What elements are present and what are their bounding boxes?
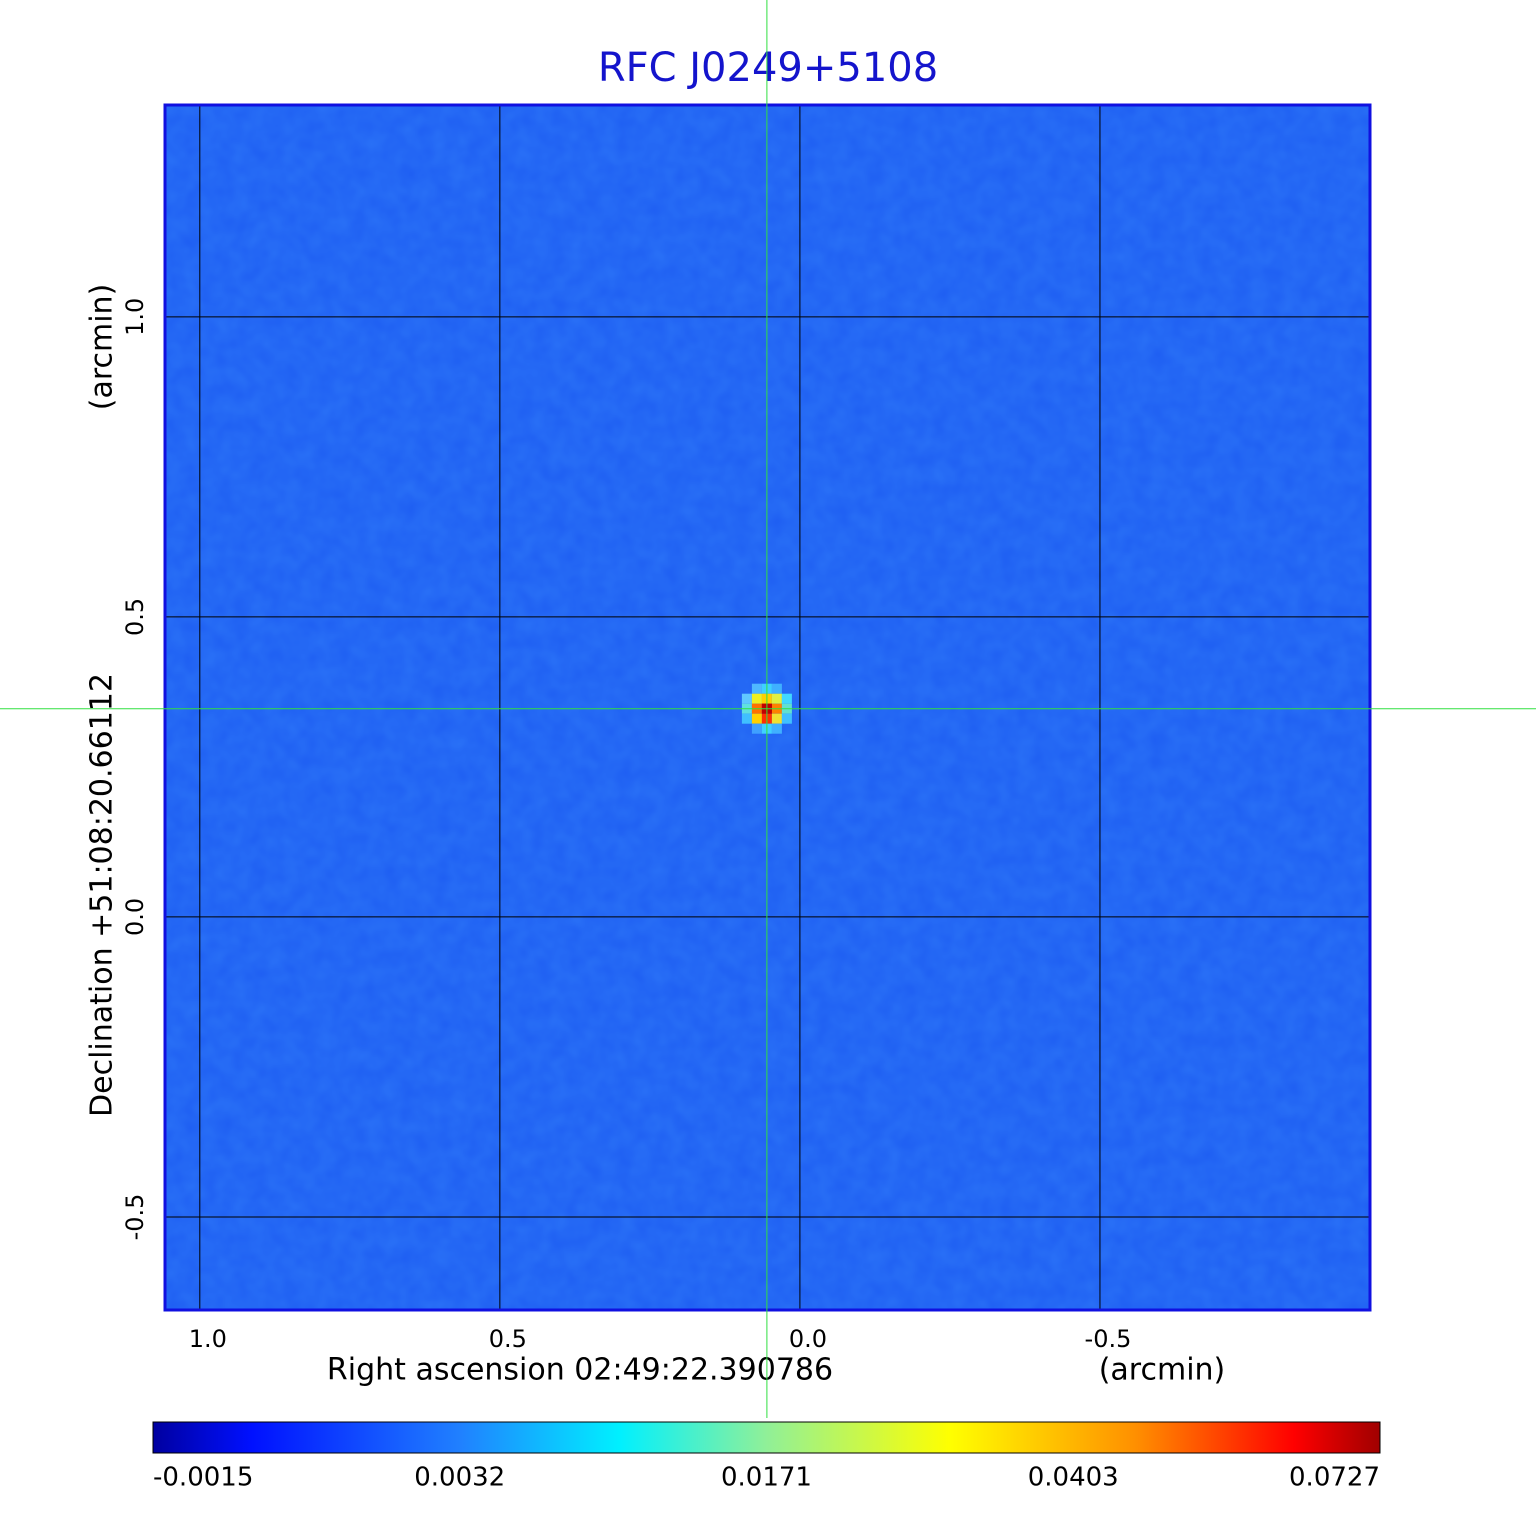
colorbar-tick-label: 0.0171 [721, 1463, 812, 1493]
y-tick-label: 1.0 [121, 298, 149, 336]
x-tick-label: -0.5 [1085, 1325, 1132, 1353]
source-pixel [771, 693, 782, 704]
colorbar-tick-label: -0.0015 [153, 1463, 253, 1493]
source-pixel [751, 713, 762, 724]
y-tick-label: 0.0 [121, 898, 149, 936]
y-axis-unit: (arcmin) [85, 284, 120, 411]
y-tick-label: -0.5 [121, 1194, 149, 1241]
source-pixel [741, 693, 752, 704]
source-pixel [771, 713, 782, 724]
source-pixel [751, 723, 762, 734]
source-pixel [751, 683, 762, 694]
y-axis-label: Declination +51:08:20.66112 [85, 673, 120, 1117]
x-axis-label: Right ascension 02:49:22.390786 [327, 1353, 833, 1388]
plot-frame [163, 103, 1372, 1312]
source-pixel [771, 723, 782, 734]
colorbar-tick-label: 0.0032 [414, 1463, 505, 1493]
x-tick-label: 0.0 [789, 1325, 827, 1353]
y-tick-label: 0.5 [121, 598, 149, 636]
source-pixel [771, 683, 782, 694]
x-tick-label: 0.5 [489, 1325, 527, 1353]
x-axis-unit: (arcmin) [1099, 1353, 1226, 1388]
colorbar [152, 1421, 1381, 1454]
source-pixel [781, 693, 792, 704]
source-pixel [741, 713, 752, 724]
colorbar-tick-label: 0.0403 [1028, 1463, 1119, 1493]
colorbar-tick-label: 0.0727 [1289, 1463, 1380, 1493]
x-tick-label: 1.0 [189, 1325, 227, 1353]
source-pixel [781, 713, 792, 724]
chart-title: RFC J0249+5108 [598, 45, 938, 91]
source-pixel [751, 693, 762, 704]
